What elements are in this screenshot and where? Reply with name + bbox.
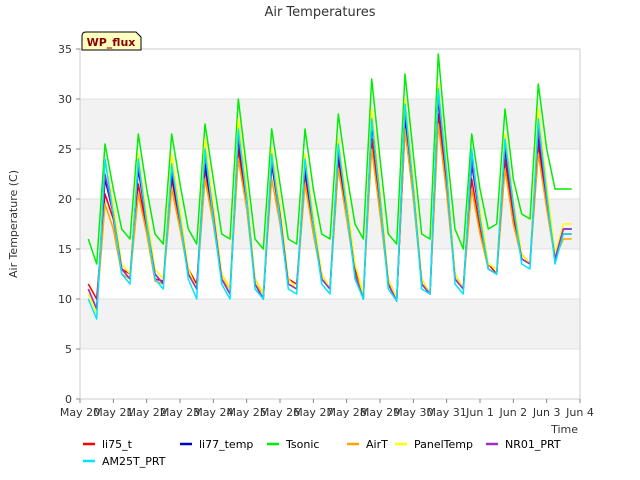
legend-label: AM25T_PRT	[102, 455, 166, 468]
x-tick-label: Jun 4	[565, 406, 594, 419]
legend-label: li75_t	[102, 438, 133, 451]
x-tick-label: May 24	[193, 406, 233, 419]
legend-label: Tsonic	[285, 438, 319, 451]
x-tick-label: May 26	[260, 406, 300, 419]
legend-label: NR01_PRT	[505, 438, 561, 451]
y-axis-label: Air Temperature (C)	[7, 170, 20, 278]
grid-bands	[80, 48, 580, 400]
grid-band	[80, 299, 580, 349]
legend-item: NR01_PRT	[486, 438, 561, 451]
legend: li75_t li77_temp Tsonic AirT PanelTemp NR01_P…	[83, 438, 561, 468]
x-tick-label: May 21	[93, 406, 133, 419]
site-badge-label: WP_flux	[87, 36, 136, 49]
series-line-am25t-prt	[87, 88, 572, 320]
x-tick-label: Jun 2	[498, 406, 527, 419]
series-lines	[87, 53, 572, 320]
legend-item: li75_t	[83, 438, 133, 451]
legend-label: AirT	[366, 438, 388, 451]
x-tick-label: Jun 3	[532, 406, 561, 419]
x-tick-label: May 30	[393, 406, 433, 419]
x-tick-label: May 27	[293, 406, 333, 419]
legend-item: AirT	[347, 438, 388, 451]
x-tick-label: May 29	[360, 406, 400, 419]
y-tick-label: 30	[58, 93, 72, 106]
x-axis-label: Time	[550, 423, 578, 436]
series-line-tsonic	[87, 53, 572, 265]
x-tick-label: May 20	[60, 406, 100, 419]
y-tick-label: 10	[58, 293, 72, 306]
x-tick-label: Jun 1	[465, 406, 494, 419]
y-tick-label: 0	[65, 393, 72, 406]
y-tick-label: 5	[65, 343, 72, 356]
legend-item: AM25T_PRT	[83, 455, 166, 468]
y-tick-label: 20	[58, 193, 72, 206]
y-axis-ticks: 0 5 10 15 20 25 30 35	[58, 43, 80, 406]
site-badge: WP_flux	[81, 31, 142, 51]
legend-label: PanelTemp	[414, 438, 473, 451]
grid-band	[80, 199, 580, 249]
y-tick-label: 35	[58, 43, 72, 56]
x-tick-label: May 23	[160, 406, 200, 419]
x-tick-label: May 31	[427, 406, 467, 419]
legend-label: li77_temp	[199, 438, 253, 451]
legend-item: PanelTemp	[395, 438, 473, 451]
legend-item: li77_temp	[180, 438, 253, 451]
site-badge-box	[81, 31, 142, 51]
legend-item: Tsonic	[267, 438, 319, 451]
x-tick-label: May 25	[227, 406, 267, 419]
chart-title: Air Temperatures	[264, 5, 375, 20]
x-tick-label: May 22	[127, 406, 167, 419]
y-tick-label: 15	[58, 243, 72, 256]
plot-frame	[79, 48, 581, 400]
y-tick-label: 25	[58, 143, 72, 156]
grid-band	[80, 99, 580, 149]
x-tick-label: May 28	[327, 406, 367, 419]
